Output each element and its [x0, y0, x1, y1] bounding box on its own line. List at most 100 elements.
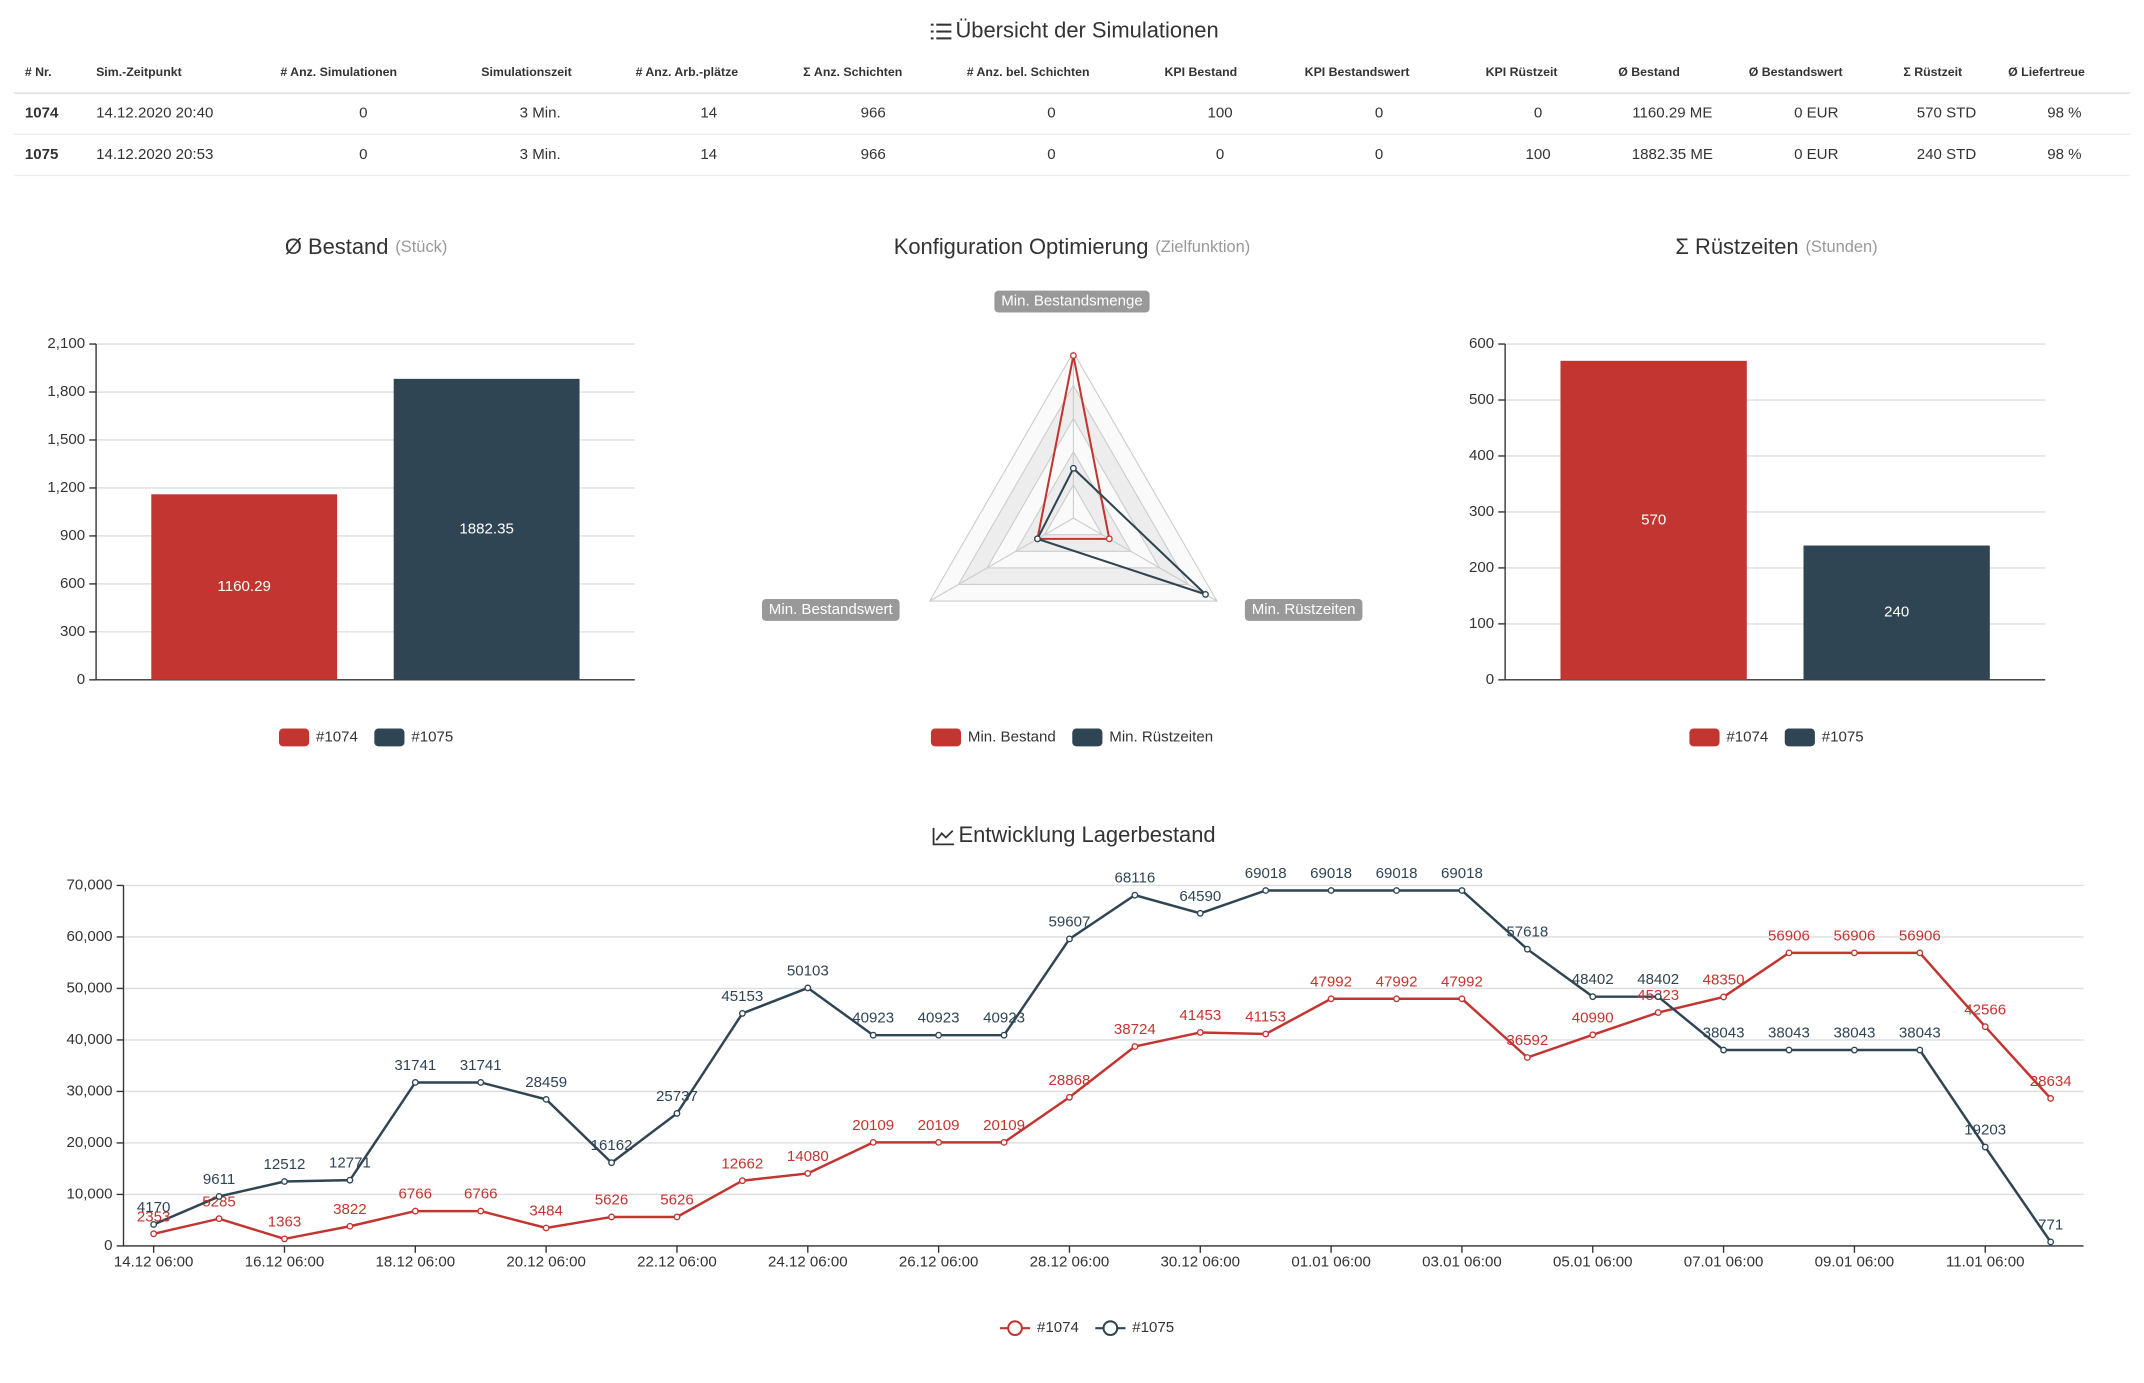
- point: [869, 1031, 877, 1039]
- point-label: 47992: [1310, 973, 1352, 990]
- line: [153, 951, 2052, 1241]
- indicator-label: Min. Bestandswert: [761, 598, 900, 621]
- chart-title: Σ Rüstzeiten (Stunden): [1675, 234, 1877, 259]
- chart-title: Konfiguration Optimierung (Zielfunktion): [894, 234, 1251, 259]
- point: [1589, 993, 1597, 1001]
- point-label: 12771: [329, 1155, 371, 1172]
- table-header: Σ Rüstzeit: [1903, 65, 1962, 79]
- chart-title: Entwicklung Lagerbestand: [958, 822, 1215, 847]
- point-label: 38043: [1703, 1025, 1745, 1042]
- table-header: Sim.-Zeitpunkt: [96, 65, 182, 79]
- point-label: 1363: [268, 1213, 302, 1230]
- x-tick-label: 01.01 06:00: [1291, 1253, 1371, 1270]
- y-tick-label: 300: [1469, 503, 1494, 520]
- x-tick-label: 09.01 06:00: [1815, 1253, 1895, 1270]
- legend: #1074 #1075: [278, 728, 453, 747]
- point-label: 42566: [1964, 1001, 2006, 1018]
- point-label: 36592: [1506, 1032, 1548, 1049]
- point: [1066, 935, 1073, 943]
- y-tick-label: 1,200: [47, 479, 85, 496]
- radar-axis: [1073, 517, 1218, 602]
- y-tick-label: 70,000: [66, 876, 112, 893]
- point: [281, 1178, 288, 1185]
- bar: [393, 378, 580, 680]
- legend-label: Min. Rüstzeiten: [1109, 728, 1213, 745]
- table-cell: 570 STD: [1917, 105, 1977, 122]
- legend-item: #1074: [999, 1319, 1079, 1337]
- point-label: 48350: [1703, 971, 1745, 988]
- y-tick-label: 30,000: [66, 1082, 112, 1099]
- point: [542, 1224, 550, 1232]
- point-label: 40990: [1572, 1009, 1614, 1026]
- line: [153, 889, 2052, 1243]
- legend-label: #1074: [1037, 1319, 1079, 1336]
- indicator-text: Min. Bestandsmenge: [1001, 293, 1143, 310]
- radar-point: [1034, 535, 1041, 543]
- point-label: 40923: [983, 1010, 1025, 1027]
- table-header: # Anz. Simulationen: [280, 65, 397, 79]
- point: [1720, 1046, 1728, 1054]
- point-label: 12512: [264, 1156, 306, 1173]
- table-cell: 1882.35 ME: [1632, 146, 1713, 163]
- table-header: Simulationszeit: [481, 65, 571, 79]
- point: [1523, 1054, 1531, 1061]
- y-tick-label: 0: [77, 671, 85, 688]
- point-label: 41453: [1179, 1007, 1221, 1024]
- x-tick-label: 22.12 06:00: [637, 1253, 717, 1270]
- legend-icon: [1007, 1320, 1023, 1337]
- point-label: 16162: [591, 1137, 633, 1154]
- point-label: 5626: [595, 1191, 629, 1208]
- point: [215, 1215, 223, 1223]
- list-icon: [930, 23, 952, 40]
- legend-item: #1075: [1784, 728, 1864, 747]
- legend-icon: [930, 728, 962, 747]
- y-tick-label: 50,000: [66, 979, 112, 996]
- chart-subtitle: (Stunden): [1805, 238, 1877, 256]
- table-title: Übersicht der Simulationen: [955, 17, 1218, 42]
- chart-title: Ø Bestand (Stück): [285, 234, 448, 259]
- point: [1785, 949, 1793, 957]
- table-header: # Anz. bel. Schichten: [967, 65, 1090, 79]
- table-cell: 1160.29 ME: [1632, 105, 1712, 122]
- table-cell: 0: [1375, 105, 1383, 122]
- x-tick-label: 03.01 06:00: [1422, 1253, 1502, 1270]
- point-label: 20109: [852, 1117, 894, 1134]
- legend-label: #1075: [1132, 1319, 1174, 1336]
- point-label: 12662: [721, 1155, 763, 1172]
- radar-axis: [929, 517, 1074, 602]
- legend-item: #1075: [1095, 1319, 1174, 1336]
- table-cell: 0 EUR: [1794, 146, 1838, 163]
- point-label: 25737: [656, 1088, 698, 1105]
- chart-subtitle: (Zielfunktion): [1155, 238, 1250, 256]
- point-label: 56906: [1768, 927, 1810, 944]
- point: [1262, 887, 1270, 894]
- legend-item: Min. Bestand: [930, 728, 1056, 747]
- table-cell: 0: [359, 146, 367, 163]
- point-label: 69018: [1376, 865, 1418, 882]
- point: [346, 1176, 354, 1184]
- x-tick-label: 28.12 06:00: [1030, 1253, 1110, 1270]
- point: [1850, 1046, 1858, 1054]
- radar-area: [1036, 466, 1207, 596]
- bar: [151, 494, 338, 680]
- point-label: 48402: [1572, 971, 1614, 988]
- x-tick-label: 14.12 06:00: [114, 1253, 194, 1270]
- point-label: 48402: [1637, 971, 1679, 988]
- point: [608, 1213, 615, 1221]
- point-label: 6766: [464, 1186, 498, 1203]
- x-tick-label: 05.01 06:00: [1553, 1253, 1633, 1270]
- legend-icon: [1689, 728, 1720, 747]
- y-tick-label: 300: [60, 623, 85, 640]
- legend: Min. Bestand Min. Rüstzeiten: [930, 728, 1213, 747]
- indicator-label: Min. Bestandsmenge: [994, 290, 1150, 313]
- x-tick-label: 07.01 06:00: [1684, 1253, 1764, 1270]
- point: [1720, 993, 1728, 1001]
- radar-point: [1202, 590, 1209, 598]
- x-tick-label: 18.12 06:00: [376, 1253, 456, 1270]
- table-cell: 0: [1534, 105, 1542, 122]
- indicator-badge: [1244, 598, 1363, 621]
- point: [542, 1095, 550, 1103]
- indicator-badge: [761, 598, 900, 621]
- point: [1654, 993, 1662, 1001]
- point: [346, 1222, 354, 1230]
